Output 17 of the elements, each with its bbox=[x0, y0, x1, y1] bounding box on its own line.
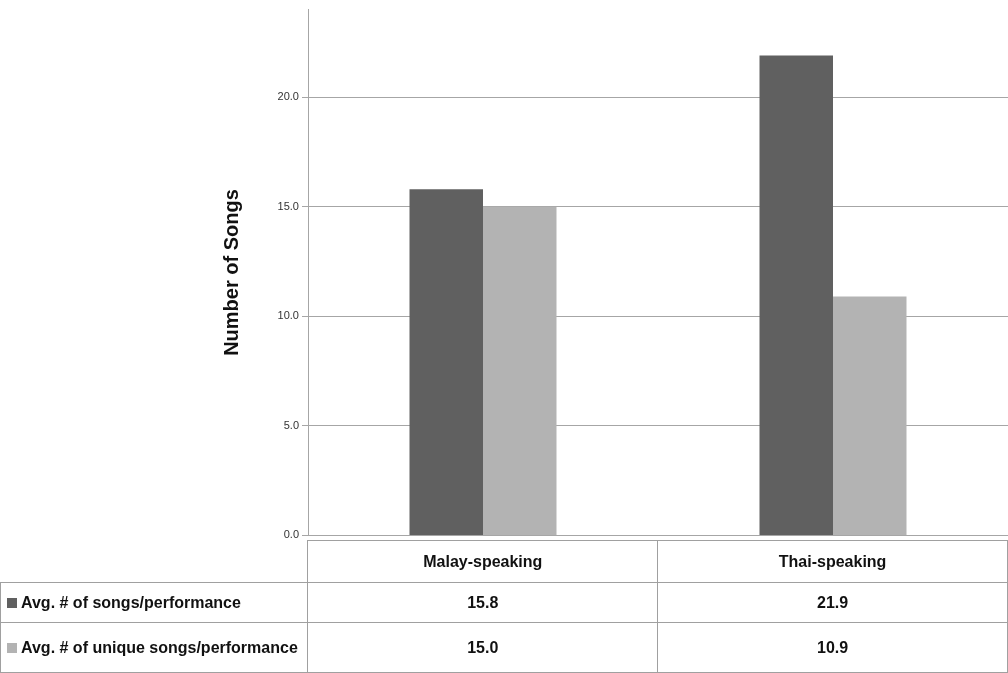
y-tick-label: 15.0 bbox=[277, 199, 299, 212]
bar bbox=[483, 206, 557, 535]
data-label: 15.8 bbox=[307, 582, 658, 623]
y-axis-title: Number of Songs bbox=[219, 189, 242, 356]
legend-label: Avg. # of songs/performance bbox=[0, 582, 308, 623]
legend-label: Avg. # of unique songs/performance bbox=[0, 622, 308, 673]
data-label: 10.9 bbox=[657, 622, 1008, 673]
y-tick-label: 0.0 bbox=[283, 528, 299, 541]
bar bbox=[759, 55, 833, 535]
y-tick-label: 10.0 bbox=[277, 309, 299, 322]
data-label: 21.9 bbox=[657, 582, 1008, 623]
x-tick-label: Thai-speaking bbox=[657, 540, 1008, 583]
y-tick-label: 5.0 bbox=[283, 418, 299, 431]
x-tick-label: Malay-speaking bbox=[307, 540, 658, 583]
bar bbox=[833, 296, 907, 535]
bar bbox=[409, 189, 483, 535]
y-tick-label: 20.0 bbox=[277, 90, 299, 103]
